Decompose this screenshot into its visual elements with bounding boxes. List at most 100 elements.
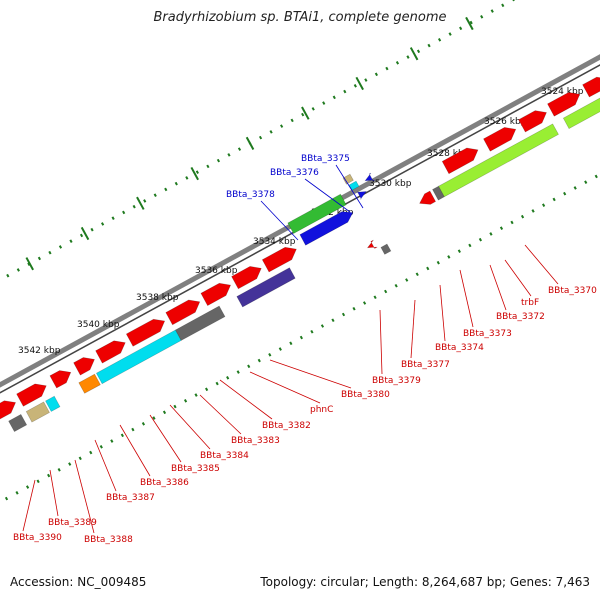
leader-line — [219, 379, 273, 420]
gene-label-bbta_3380: BBta_3380 — [341, 390, 390, 400]
gene-label-bbta_3376: BBta_3376 — [270, 168, 319, 178]
leader-line — [459, 269, 474, 328]
leader-line — [199, 394, 242, 435]
gene-arrow-red — [441, 147, 479, 175]
scale-label: 3526 kbp — [484, 117, 527, 127]
gene-label-bbta_3378: BBta_3378 — [226, 190, 275, 200]
scale-tick — [25, 257, 34, 271]
gene-arrow-red — [200, 282, 232, 307]
scale-label: 3536 kbp — [195, 266, 238, 276]
scale-label: 3534 kbp — [253, 237, 296, 247]
scale-tick — [355, 76, 364, 91]
leader-line — [410, 299, 416, 359]
leader-line — [504, 259, 532, 297]
gene-block-lime — [562, 97, 600, 130]
gene-block-tan — [342, 173, 354, 185]
gene-label-trbf: trbF — [521, 298, 539, 308]
leader-line — [149, 414, 182, 463]
gene-label-bbta_3390: BBta_3390 — [13, 533, 62, 543]
gene-block-cyan — [45, 395, 61, 412]
gene-block-tan — [25, 401, 50, 423]
gene-arrow-red — [582, 76, 600, 98]
gene-arrow-red — [95, 340, 126, 364]
gene-label-bbta_3372: BBta_3372 — [496, 312, 545, 322]
gene-block-gray — [380, 243, 392, 255]
gene-label-bbta_3370: BBta_3370 — [548, 286, 597, 296]
gene-block-green — [287, 193, 347, 234]
gene-arrow-red — [49, 370, 72, 389]
gene-label-bbta_3385: BBta_3385 — [171, 464, 220, 474]
gene-block-orange — [78, 373, 101, 394]
gene-arrow-blue — [299, 211, 354, 246]
leader-line — [489, 264, 507, 311]
scale-tick — [409, 47, 419, 61]
genome-backbone-outer — [0, 54, 600, 388]
gene-label-bbta_3387: BBta_3387 — [106, 493, 155, 503]
gene-arrow-red — [0, 400, 17, 420]
leader-line — [379, 309, 383, 375]
leader-line — [119, 424, 151, 477]
genome-backbone-inner — [0, 64, 600, 394]
gene-label-bbta_3389: BBta_3389 — [48, 518, 97, 528]
scale-tick — [190, 166, 199, 181]
gene-block-slate — [236, 267, 296, 308]
scale-tick — [80, 226, 90, 241]
gene-block-cyan — [95, 329, 182, 385]
scale-label: 3524 kbp — [541, 87, 584, 97]
gene-label-bbta_3379: BBta_3379 — [372, 376, 421, 386]
accession-label: Accession: NC_009485 — [10, 575, 147, 589]
scale-label: 3530 kbp — [369, 179, 412, 189]
gene-label-bbta_3384: BBta_3384 — [200, 451, 249, 461]
gene-block-lime — [438, 123, 559, 198]
gene-arrow-red — [165, 299, 201, 326]
genome-title: Bradyrhizobium sp. BTAi1, complete genom… — [153, 10, 447, 25]
scale-label: 3528 kbp — [427, 149, 470, 159]
gene-label-bbta_3377: BBta_3377 — [401, 360, 450, 370]
gene-arrow-red — [483, 127, 517, 152]
gene-block-gray — [8, 413, 28, 433]
scale-label: 3540 kbp — [77, 320, 120, 330]
scale-label: 3538 kbp — [136, 293, 179, 303]
gene-label-bbta_3388: BBta_3388 — [84, 535, 133, 545]
gene-label-bbta_3373: BBta_3373 — [463, 329, 512, 339]
gene-arrow-red — [518, 110, 547, 133]
leader-line — [304, 178, 351, 213]
genome-stats-label: Topology: circular; Length: 8,264,687 bp… — [260, 575, 590, 589]
leader-line — [439, 284, 446, 342]
gene-arrow-red — [261, 246, 297, 273]
leader-line — [260, 200, 299, 241]
leader-line — [22, 479, 36, 532]
gene-label-bbta_3386: BBta_3386 — [140, 478, 189, 488]
leader-line — [335, 164, 364, 209]
scale-tick — [465, 16, 474, 31]
scale-track-inner — [0, 172, 600, 504]
leader-line — [269, 359, 352, 389]
leader-line — [249, 371, 321, 404]
scale-tick — [136, 196, 145, 210]
gene-label-bbta_3375: BBta_3375 — [301, 154, 350, 164]
gene-arrow-red — [125, 318, 166, 347]
gene-arrow-blue — [364, 172, 376, 182]
leader-line — [49, 469, 59, 517]
gene-arrow-blue — [356, 191, 367, 200]
gene-arrow-red — [16, 383, 47, 407]
gene-arrow-red — [231, 266, 262, 290]
leader-line — [94, 439, 117, 492]
scale-tick — [301, 106, 310, 120]
leader-line — [524, 244, 559, 285]
gene-arrow-red — [419, 190, 437, 205]
gene-arrow-red — [366, 239, 378, 249]
leader-line — [74, 459, 95, 534]
scale-track-outer — [0, 0, 516, 282]
scale-tick — [245, 136, 255, 150]
gene-label-phnc: phnC — [310, 405, 333, 415]
gene-arrow-red — [547, 92, 581, 117]
gene-label-bbta_3374: BBta_3374 — [435, 343, 484, 353]
gene-label-bbta_3383: BBta_3383 — [231, 436, 280, 446]
leader-line — [169, 404, 211, 450]
gene-label-bbta_3382: BBta_3382 — [262, 421, 311, 431]
scale-label: 3542 kbp — [18, 346, 61, 356]
scale-label: 3532 kbp — [311, 208, 354, 218]
